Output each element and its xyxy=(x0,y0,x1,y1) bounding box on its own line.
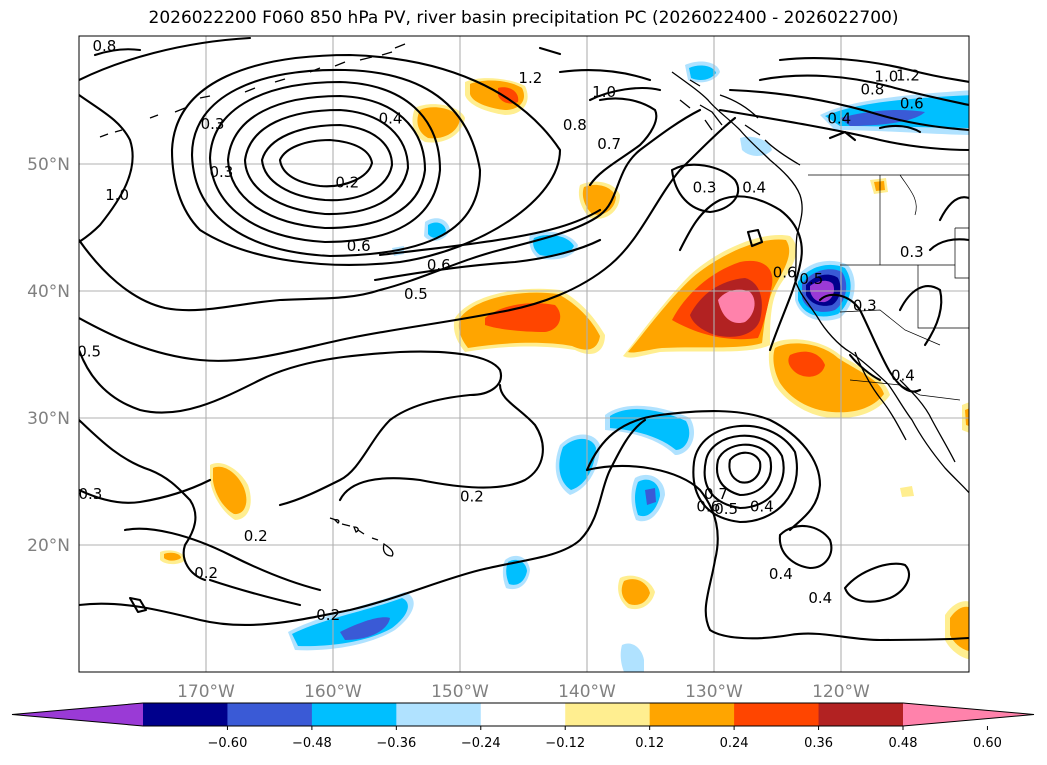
contour-label: 0.6 xyxy=(427,256,451,274)
lon-tick-label: 160°W xyxy=(304,682,362,702)
contour-label: 0.6 xyxy=(696,498,720,516)
map-title: 2026022200 F060 850 hPa PV, river basin … xyxy=(148,8,899,28)
contour-label: 0.5 xyxy=(714,500,738,518)
colorbar-tick-label: 0.36 xyxy=(804,736,833,751)
colorbar-segment xyxy=(734,703,820,726)
colorbar-tick-label: −0.36 xyxy=(376,736,416,751)
contour-label: 0.6 xyxy=(347,237,371,255)
contour-label: 0.3 xyxy=(853,297,877,315)
lat-tick-label: 50°N xyxy=(27,155,70,175)
contour-label: 0.2 xyxy=(316,606,340,624)
precip-positive-shading xyxy=(160,78,969,660)
lat-tick-label: 30°N xyxy=(27,409,70,429)
colorbar-tick-label: −0.24 xyxy=(461,736,501,751)
contour-label: 0.4 xyxy=(891,367,915,385)
contour-label: 0.4 xyxy=(379,110,403,128)
lat-tick-label: 40°N xyxy=(27,282,70,302)
contour-label: 1.0 xyxy=(105,186,129,204)
lon-tick-label: 170°W xyxy=(177,682,235,702)
colorbar-tick-label: 0.12 xyxy=(635,736,664,751)
contour-label: 1.0 xyxy=(592,83,616,101)
colorbar: −0.60 −0.48 −0.36 −0.24 −0.12 0.12 0.24 0.36 0.4… xyxy=(11,702,1035,751)
contour-label: 0.2 xyxy=(194,564,218,582)
contour-label: 1.2 xyxy=(896,66,920,84)
lon-tick-label: 130°W xyxy=(685,682,743,702)
precip-negative-shading xyxy=(288,61,969,672)
colorbar-segment xyxy=(818,703,904,726)
contour-label: 1.0 xyxy=(874,68,898,86)
colorbar-outline xyxy=(11,702,1035,727)
colorbar-segment xyxy=(227,703,313,726)
colorbar-tick-label: 0.48 xyxy=(889,736,918,751)
contour-label: 0.5 xyxy=(404,285,428,303)
lon-tick-label: 150°W xyxy=(431,682,489,702)
contour-label: 0.4 xyxy=(827,110,851,128)
colorbar-tick-label: 0.24 xyxy=(720,736,749,751)
colorbar-tick-label: 0.60 xyxy=(973,736,1002,751)
contour-label: 0.2 xyxy=(244,527,268,545)
contour-label: 0.2 xyxy=(460,487,484,505)
coastlines xyxy=(99,43,969,557)
contour-label: 0.8 xyxy=(92,37,116,55)
contour-label: 0.5 xyxy=(799,270,823,288)
contour-label: 0.3 xyxy=(209,163,233,181)
contour-label: 0.6 xyxy=(900,94,924,112)
lon-axis-labels: 170°W 160°W 150°W 140°W 130°W 120°W xyxy=(177,682,870,702)
contour-label: 0.8 xyxy=(860,80,884,98)
contour-label: 1.2 xyxy=(518,69,542,87)
plot-frame xyxy=(78,35,970,673)
lat-axis-labels: 50°N 40°N 30°N 20°N xyxy=(27,155,70,556)
contour-label: 0.6 xyxy=(773,264,797,282)
contour-label: 0.7 xyxy=(704,485,728,503)
colorbar-extend-min xyxy=(12,703,143,726)
contour-label: 0.3 xyxy=(900,243,924,261)
colorbar-segment xyxy=(480,703,566,726)
colorbar-tick-label: −0.60 xyxy=(208,736,248,751)
pv-contours xyxy=(79,36,969,642)
colorbar-tick-label: −0.48 xyxy=(292,736,332,751)
contour-label: 0.2 xyxy=(335,173,359,191)
lat-tick-label: 20°N xyxy=(27,536,70,556)
colorbar-segment xyxy=(565,703,651,726)
colorbar-tick-label: −0.12 xyxy=(545,736,585,751)
colorbar-segment xyxy=(143,703,228,726)
colorbar-segment xyxy=(396,703,482,726)
contour-label: 0.3 xyxy=(79,485,103,503)
contour-label: 0.4 xyxy=(769,565,793,583)
contour-label: 0.4 xyxy=(808,589,832,607)
contour-label: 0.5 xyxy=(77,342,101,360)
lon-tick-label: 140°W xyxy=(558,682,616,702)
contour-label: 0.3 xyxy=(201,115,225,133)
contour-label: 0.8 xyxy=(563,116,587,134)
contour-label: 0.3 xyxy=(693,178,717,196)
contour-label: 0.4 xyxy=(742,178,766,196)
colorbar-extend-max xyxy=(903,703,1034,726)
contour-label: 0.7 xyxy=(597,135,621,153)
contour-labels: 0.81.21.01.01.20.80.60.40.3 0.40.30.20.80… xyxy=(77,37,924,624)
colorbar-segment xyxy=(311,703,397,726)
colorbar-segment xyxy=(649,703,735,726)
lon-tick-label: 120°W xyxy=(812,682,870,702)
contour-label: 0.4 xyxy=(750,498,774,516)
